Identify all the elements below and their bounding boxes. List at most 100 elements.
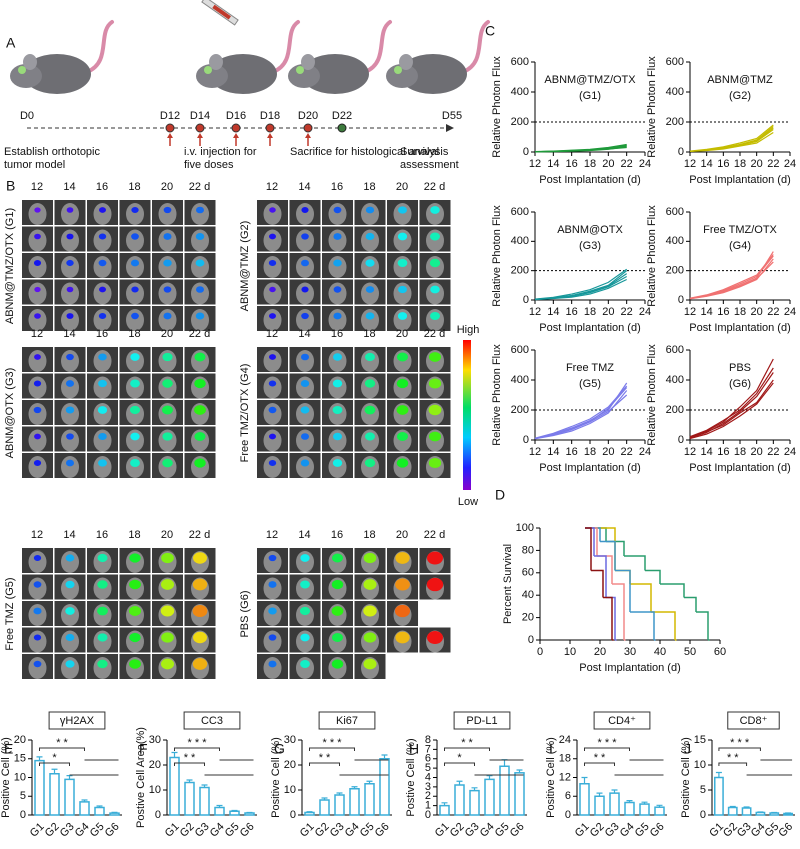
mouse-ear [23, 54, 37, 70]
day-label: 14 [63, 529, 75, 541]
day-label: 14 [63, 181, 75, 193]
day-label: 22 d [424, 529, 445, 541]
mouse-outline [61, 309, 79, 331]
signal [365, 232, 375, 241]
signal [395, 578, 410, 591]
bar [594, 795, 605, 816]
data-line [689, 379, 774, 438]
error-bar [351, 786, 358, 789]
data-line [534, 273, 628, 300]
signal [194, 458, 206, 468]
y-tick-label: 0 [523, 434, 529, 446]
x-axis-label: Post Implantation (d) [579, 662, 681, 674]
chart-title: Free TMZ [566, 362, 614, 374]
panel-letter: H [409, 741, 419, 757]
mouse-outline [61, 282, 79, 305]
y-axis-label: Relative Photon Flux [646, 56, 658, 158]
signal [365, 352, 375, 362]
y-axis-label: Percent Survival [502, 544, 514, 624]
mouse-outline [361, 256, 379, 278]
signal [427, 631, 443, 644]
signal [196, 206, 204, 214]
day-label: 14 [298, 328, 310, 340]
signal [130, 379, 140, 388]
day-label: 18 [128, 529, 140, 541]
y-tick-label: 0 [678, 434, 684, 446]
signal [98, 312, 107, 320]
mouse-outline [28, 229, 47, 252]
mouse-outline [93, 203, 112, 225]
survival-step [615, 569, 631, 612]
signal [268, 459, 277, 467]
bar [304, 811, 315, 816]
signal [429, 431, 441, 442]
data-line [689, 367, 774, 438]
mouse-outline [93, 256, 112, 278]
error-bar [201, 784, 208, 788]
signal [333, 206, 342, 214]
y-axis-label: Relative Photon Flux [646, 344, 658, 446]
y-tick-label: 12 [559, 771, 571, 783]
data-line [689, 258, 774, 300]
mouse-outline [426, 203, 444, 225]
signal [396, 378, 409, 389]
signal [301, 233, 309, 240]
mouse-outline [28, 376, 47, 399]
error-bar [66, 775, 73, 780]
signal [98, 379, 107, 388]
y-tick-label: 30 [284, 734, 296, 746]
survival-step [630, 583, 652, 612]
mouse-outline [361, 203, 379, 225]
mouse-outline [263, 630, 282, 653]
y-tick-label: 400 [511, 235, 529, 247]
signal [397, 312, 408, 320]
mouse-outline [61, 203, 79, 225]
y-tick-label: 3 [425, 781, 431, 793]
signal [131, 206, 139, 214]
mouse-outline [28, 604, 47, 626]
mouse-outline [61, 403, 79, 425]
mouse-outline [393, 229, 412, 252]
signal [363, 658, 377, 670]
signal [195, 312, 205, 320]
mouse-outline [61, 376, 79, 399]
day-label: 20 [396, 181, 408, 193]
mouse-outline [126, 309, 144, 331]
error-bar [321, 797, 328, 800]
day-label: 20 [161, 181, 173, 193]
mouse-outline [28, 551, 47, 573]
mouse-body [23, 54, 91, 94]
signal [194, 378, 206, 389]
survival-step [603, 596, 613, 640]
mouse-outline [393, 309, 412, 331]
bar [64, 778, 75, 816]
error-bar [501, 759, 508, 767]
signal [426, 577, 444, 592]
bar [469, 789, 480, 816]
chart-title: γH2AX [60, 715, 95, 727]
signal [65, 660, 75, 668]
signal [66, 286, 74, 293]
signal [331, 579, 344, 590]
signal [98, 459, 107, 467]
scale-label: High [457, 324, 480, 336]
signal [34, 286, 41, 293]
timeline-note: tumor model [4, 159, 65, 171]
y-tick-label: 0 [523, 146, 529, 158]
panel-letter: D [495, 487, 505, 503]
survival-step [630, 611, 655, 640]
injection-arrowhead [305, 133, 311, 138]
y-tick-label: 0 [523, 294, 529, 306]
day-label: 16 [96, 181, 108, 193]
signal [97, 633, 108, 642]
signal [398, 285, 407, 294]
mouse-outline [263, 229, 282, 252]
mouse-outline [296, 350, 314, 372]
x-tick-label: 12 [529, 306, 541, 318]
title-box [318, 711, 376, 730]
error-bar [729, 805, 736, 808]
timeline-arrow [446, 124, 454, 132]
mouse-outline [28, 203, 47, 225]
signal [162, 458, 173, 468]
survival-step [606, 596, 616, 640]
